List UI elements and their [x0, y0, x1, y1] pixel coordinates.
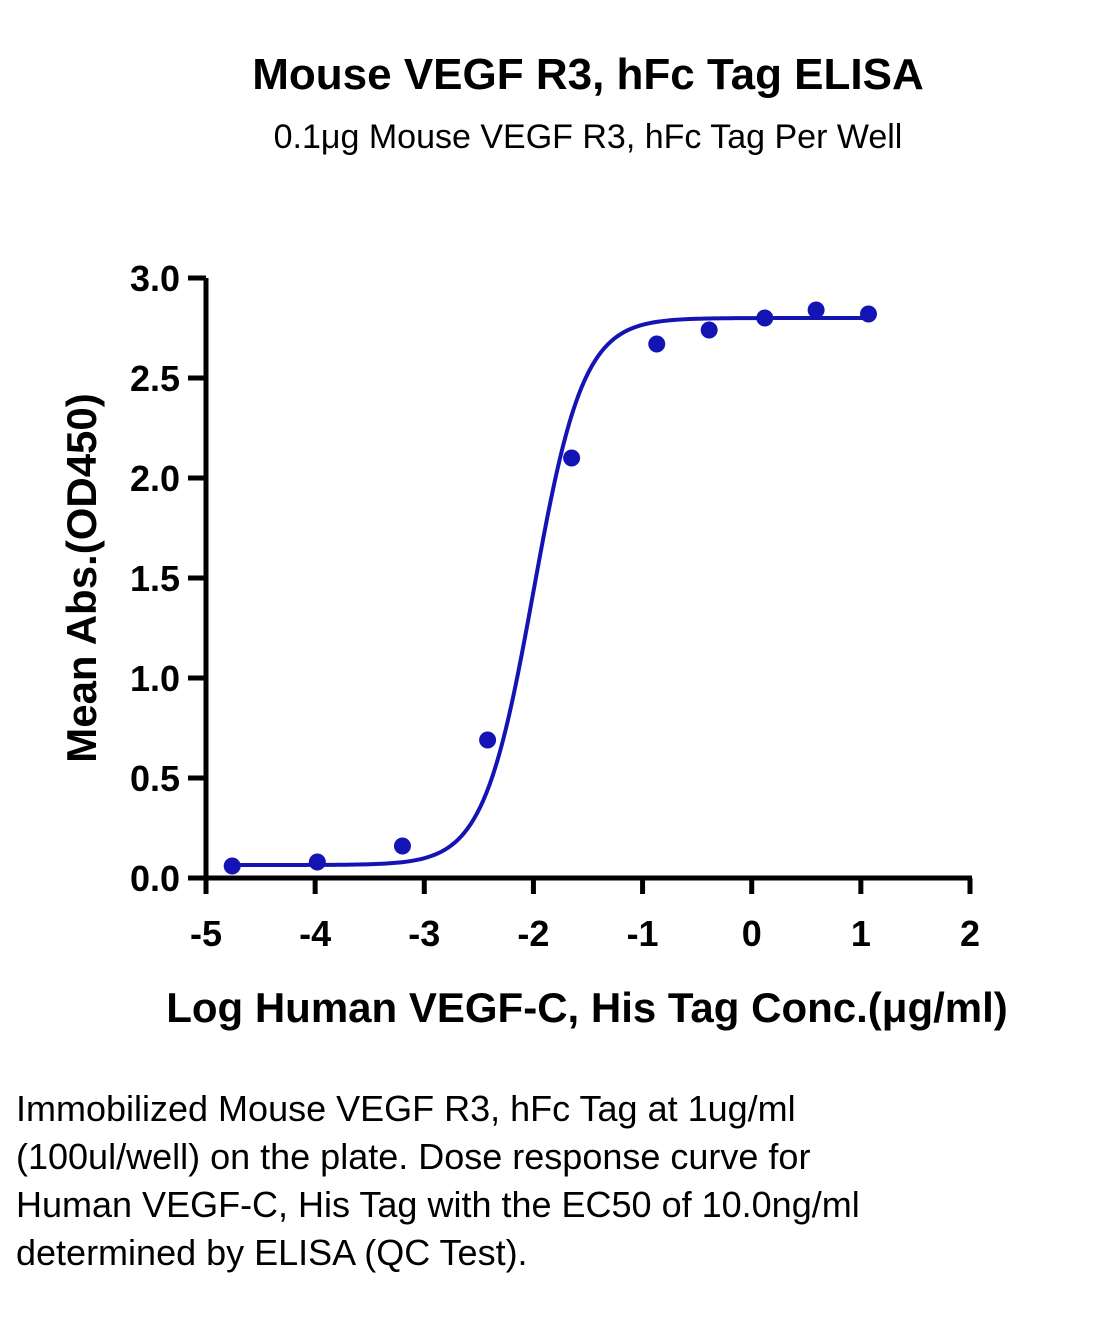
y-tick-label: 1.5: [130, 558, 180, 599]
fit-curve-layer: [232, 316, 869, 867]
data-point: [563, 449, 581, 467]
x-axis-label: Log Human VEGF-C, His Tag Conc.(μg/ml): [166, 984, 1008, 1031]
x-tick-label: -1: [627, 913, 659, 954]
x-tick-label: -2: [517, 913, 549, 954]
x-tick-label: -5: [190, 913, 222, 954]
data-point: [700, 321, 718, 339]
x-tick-label: 0: [742, 913, 762, 954]
y-tick-label: 2.0: [130, 458, 180, 499]
data-point: [648, 335, 666, 353]
data-point: [393, 837, 411, 855]
chart-title: Mouse VEGF R3, hFc Tag ELISA: [252, 50, 924, 99]
y-tick-label: 1.0: [130, 658, 180, 699]
data-point: [859, 305, 877, 323]
data-point: [807, 301, 825, 319]
y-tick-label: 3.0: [130, 258, 180, 299]
data-point: [308, 853, 326, 871]
y-axis-label: Mean Abs.(OD450): [58, 393, 105, 763]
fit-curve: [232, 316, 869, 867]
x-tick-label: -4: [299, 913, 331, 954]
dose-response-chart: 0.0 0.5 1.0 1.5 2.0 2.5 3.0 -5 -4 -3 -2 -1 0 1 2 Log H…: [58, 258, 1008, 1031]
chart-subtitle: 0.1μg Mouse VEGF R3, hFc Tag Per Well: [273, 118, 903, 156]
y-tick-label: 0.5: [130, 758, 180, 799]
y-tick-label: 2.5: [130, 358, 180, 399]
x-tick-label: 2: [960, 913, 980, 954]
data-point: [479, 731, 497, 749]
data-point: [756, 309, 774, 327]
figure-caption: Immobilized Mouse VEGF R3, hFc Tag at 1u…: [16, 1088, 860, 1273]
data-points-layer: [223, 301, 877, 875]
x-tick-label: -3: [408, 913, 440, 954]
data-point: [223, 857, 241, 875]
y-tick-label: 0.0: [130, 858, 180, 899]
x-tick-label: 1: [851, 913, 871, 954]
chart-axes: 0.0 0.5 1.0 1.5 2.0 2.5 3.0 -5 -4 -3 -2 -1 0 1 2: [130, 258, 980, 954]
